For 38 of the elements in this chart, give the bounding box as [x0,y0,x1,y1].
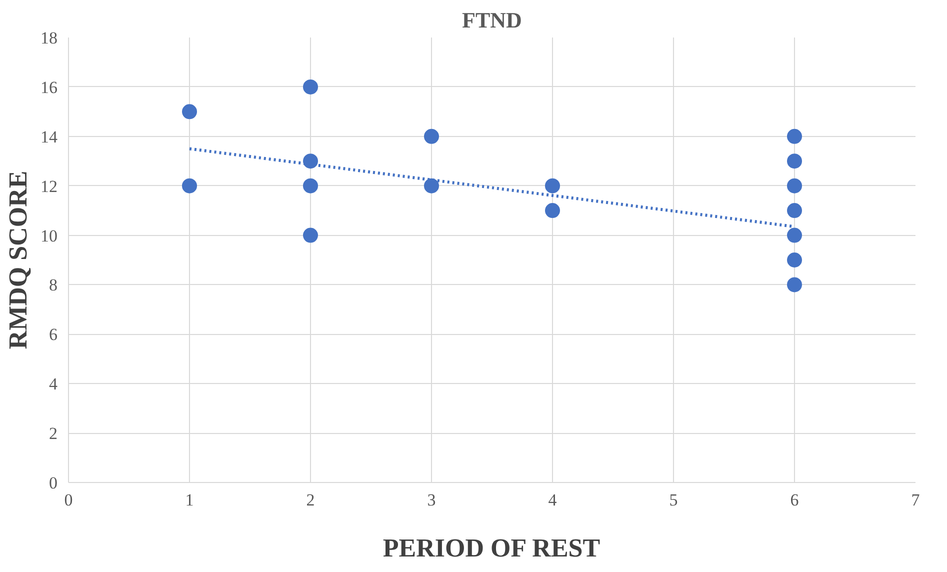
point [303,154,318,169]
x-tick-label: 1 [185,490,194,510]
x-tick-label: 3 [427,490,436,510]
y-tick-label: 6 [49,325,58,344]
x-tick-label: 0 [64,490,73,510]
y-tick-label: 16 [40,78,58,97]
point [182,178,197,194]
point [424,128,439,144]
point [787,252,802,268]
point [303,79,318,94]
x-tick-label: 2 [306,490,315,510]
x-tick-label: 5 [669,490,678,510]
x-tick-label: 7 [911,490,920,510]
chart-title: FTND [462,8,522,32]
x-axis-title: PERIOD OF REST [382,534,600,562]
point [424,178,439,194]
point [787,228,802,243]
point [787,128,802,144]
y-tick-label: 18 [40,28,58,48]
y-tick-label: 12 [40,176,58,196]
point [787,203,802,218]
y-tick-label: 10 [40,226,58,246]
x-tick-label: 4 [548,490,558,510]
y-tick-label: 0 [49,474,58,492]
point [787,277,802,292]
y-tick-label: 8 [49,276,58,295]
point [545,178,560,194]
point [787,178,802,194]
point [303,178,318,194]
y-tick-label: 2 [49,424,58,444]
y-axis-title: RMDQ SCORE [4,170,32,350]
y-tick-label: 4 [49,374,58,394]
point [787,154,802,169]
point [303,228,318,243]
x-tick-label: 6 [790,490,799,510]
y-tick-label: 14 [40,127,58,146]
point [545,203,560,218]
point [182,104,197,120]
